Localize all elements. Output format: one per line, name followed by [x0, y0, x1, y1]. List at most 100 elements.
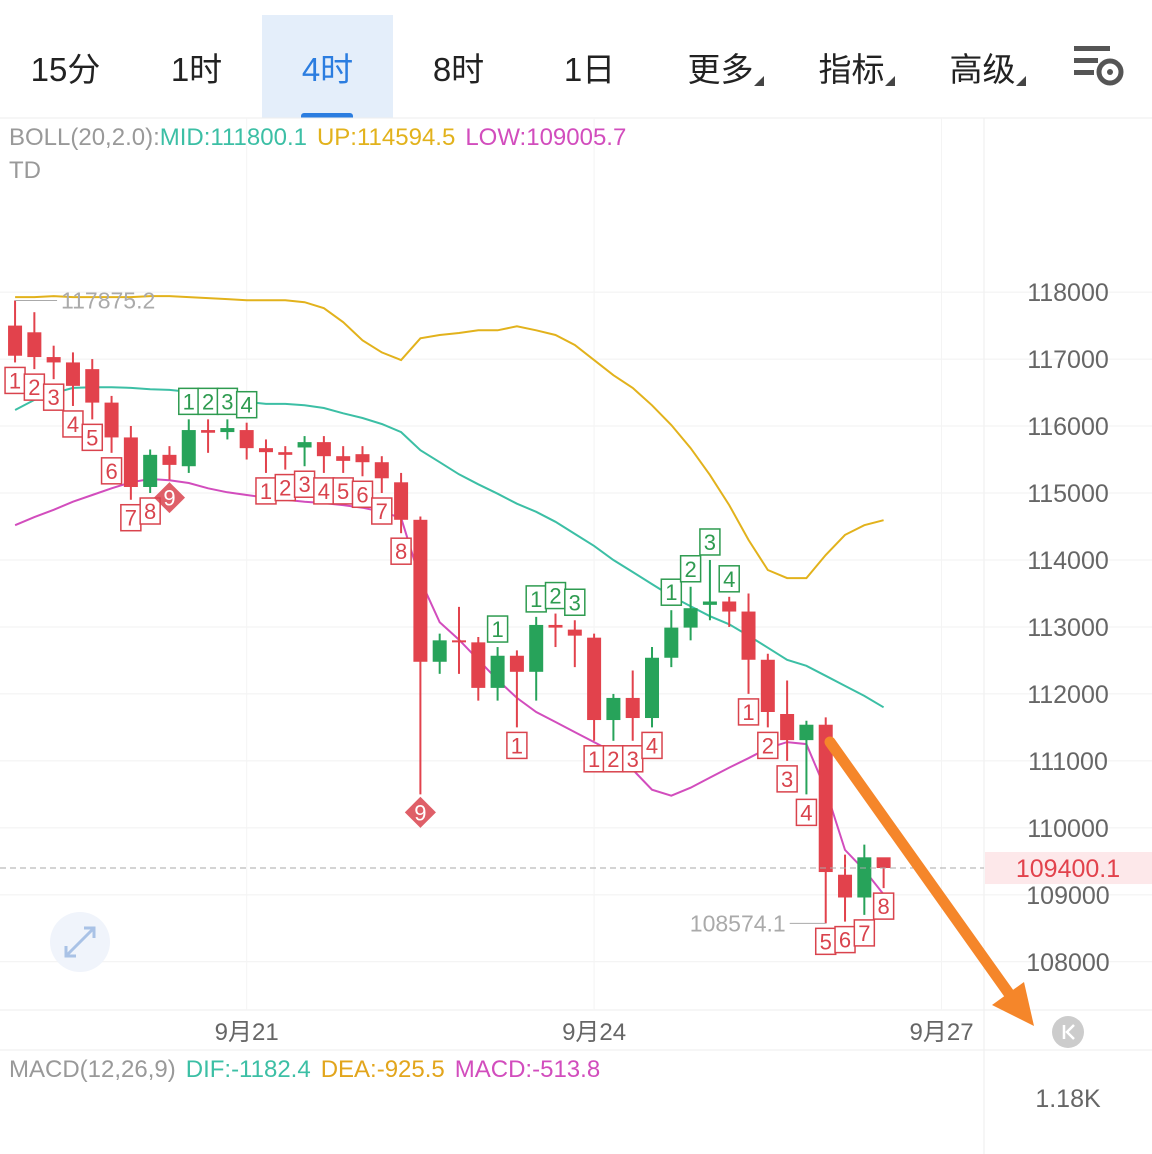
td-marker — [404, 796, 436, 828]
y-tick-label: 117000 — [1027, 346, 1109, 374]
td-label: 6 — [105, 459, 117, 484]
y-tick-label: 108000 — [1026, 949, 1109, 977]
macd-value: -925.5 — [376, 1056, 445, 1083]
td-label: 1 — [742, 700, 754, 725]
td-label: 7 — [858, 921, 870, 946]
x-tick-label: 9月24 — [562, 1019, 626, 1046]
candle-body — [606, 697, 621, 721]
candle-body — [664, 627, 679, 658]
candle-body — [567, 629, 582, 636]
td-label: 4 — [723, 567, 735, 592]
macd-name: MACD: — [454, 1056, 533, 1083]
tab-label: 1日 — [563, 50, 616, 88]
macd-name: DEA: — [320, 1056, 377, 1083]
td-label: 3 — [704, 530, 716, 555]
legend-value: 111800.1 — [210, 124, 307, 151]
tab-label: 15分 — [30, 50, 101, 88]
td-label: 1 — [9, 368, 21, 393]
td-label: 2 — [202, 389, 214, 414]
y-tick-label: 118000 — [1027, 279, 1109, 307]
y-tick-label: 115000 — [1027, 480, 1109, 508]
macd-name: DIF: — [185, 1056, 232, 1083]
td-label: 2 — [28, 375, 40, 400]
tab[interactable]: 1日 — [524, 15, 655, 118]
td-label: 4 — [318, 479, 330, 504]
candle-body — [838, 874, 853, 898]
candle-body — [123, 437, 138, 487]
scroll-latest-button[interactable] — [1052, 1016, 1084, 1048]
tab[interactable]: 15分 — [0, 15, 131, 118]
candle-body — [645, 657, 660, 719]
tab[interactable]: 高级 — [917, 15, 1048, 118]
tab-label: 高级 — [949, 50, 1016, 88]
td-label: 1 — [511, 733, 523, 758]
expand-icon[interactable] — [50, 912, 110, 972]
tab-label: 4时 — [301, 50, 354, 88]
macd-value: -513.8 — [532, 1056, 601, 1083]
legend-name: UP: — [316, 124, 357, 151]
td-legend: TD — [9, 157, 41, 185]
legend-name: LOW: — [465, 124, 527, 151]
td-label: 8 — [878, 894, 890, 919]
td-marker — [737, 698, 760, 726]
candle-body — [104, 402, 119, 438]
td-label: 6 — [839, 928, 851, 953]
tab[interactable]: 1时 — [131, 15, 262, 118]
td-label: 1 — [260, 479, 272, 504]
td-marker — [390, 537, 412, 565]
candle-body — [722, 601, 737, 612]
legend-value: 109005.7 — [526, 124, 627, 151]
candle-body — [857, 857, 872, 898]
tab[interactable]: 8时 — [393, 15, 524, 118]
td-label: 9 — [414, 800, 426, 825]
td-label: 8 — [395, 539, 407, 564]
td-marker — [718, 565, 740, 593]
tab[interactable]: 4时 — [262, 15, 393, 118]
td-marker — [776, 765, 798, 793]
settings-icon[interactable] — [1070, 40, 1130, 100]
td-label: 5 — [820, 929, 832, 954]
td-label: 3 — [48, 385, 60, 410]
candle-body — [625, 697, 640, 719]
td-marker — [486, 615, 509, 643]
macd-value: -1182.4 — [231, 1056, 311, 1083]
candle-body — [683, 608, 698, 628]
td-marker — [506, 731, 528, 760]
tab-label: 8时 — [432, 50, 485, 88]
candle-body — [278, 452, 293, 455]
td-label: 9 — [163, 486, 175, 511]
td-label: 4 — [241, 393, 253, 418]
candle-body — [201, 430, 216, 433]
price-label: 109400.1 — [1016, 855, 1120, 883]
td-label: 2 — [607, 747, 619, 772]
candle-body — [355, 454, 370, 463]
candle-body — [394, 482, 409, 520]
td-marker — [564, 588, 586, 617]
y-tick-label: 112000 — [1027, 681, 1109, 709]
y-tick-label: 116000 — [1027, 413, 1109, 441]
candle-body — [297, 442, 312, 448]
tab[interactable]: 指标 — [786, 15, 917, 118]
td-marker — [699, 528, 721, 556]
td-marker — [853, 919, 876, 947]
candle-body — [876, 857, 891, 869]
candle-body — [162, 454, 177, 465]
td-label: 3 — [298, 472, 310, 497]
candle-body — [587, 637, 602, 721]
candle-body — [65, 362, 80, 386]
candle-body — [741, 611, 756, 660]
min-label: 108574.1 — [690, 910, 786, 936]
x-tick-label: 9月27 — [910, 1019, 974, 1046]
td-label: 2 — [279, 476, 291, 501]
td-label: 1 — [665, 580, 677, 605]
tab[interactable]: 更多 — [655, 15, 786, 118]
td-marker — [81, 423, 104, 452]
y-tick-label: 111000 — [1028, 748, 1108, 776]
candle-body — [432, 640, 447, 662]
td-label: 6 — [356, 482, 368, 507]
td-label: 1 — [183, 389, 195, 414]
x-tick-label: 9月21 — [215, 1019, 279, 1046]
candle-body — [220, 428, 235, 433]
